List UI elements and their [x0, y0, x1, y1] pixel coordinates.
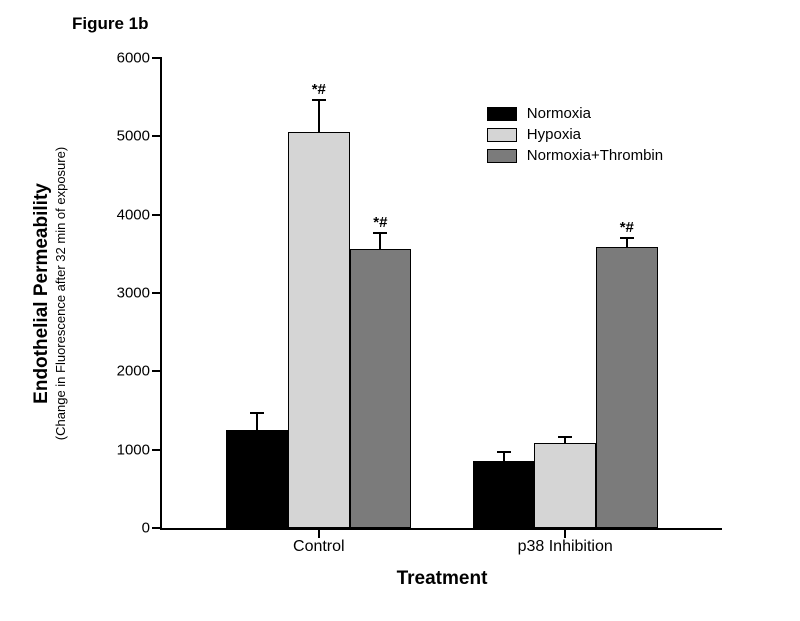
y-axis-title-block: Endothelial Permeability (Change in Fluo…	[20, 58, 80, 528]
legend-item: Hypoxia	[487, 126, 663, 143]
y-axis-title-inner: Endothelial Permeability (Change in Fluo…	[32, 146, 69, 439]
error-bar-cap	[250, 412, 264, 414]
y-tick	[152, 214, 162, 216]
legend-item: Normoxia+Thrombin	[487, 147, 663, 164]
legend-swatch	[487, 107, 517, 121]
significance-marker: *#	[312, 81, 326, 98]
error-bar-line	[503, 452, 505, 461]
y-tick	[152, 527, 162, 529]
error-bar-line	[318, 100, 320, 131]
legend-swatch	[487, 128, 517, 142]
bar-hypoxia	[288, 132, 350, 528]
error-bar-cap	[558, 436, 572, 438]
x-axis-label: Treatment	[397, 568, 488, 590]
error-bar-cap	[373, 232, 387, 234]
y-tick-label: 6000	[90, 50, 150, 67]
y-tick	[152, 57, 162, 59]
error-bar-cap	[497, 451, 511, 453]
legend-item: Normoxia	[487, 105, 663, 122]
y-tick	[152, 370, 162, 372]
significance-marker: *#	[620, 219, 634, 236]
bar-normoxia	[226, 430, 288, 528]
plot-area: Treatment 0100020003000400050006000Contr…	[160, 58, 722, 530]
y-tick	[152, 135, 162, 137]
bar-normoxia_thrombin	[350, 249, 412, 528]
bar-hypoxia	[534, 443, 596, 528]
significance-marker: *#	[373, 214, 387, 231]
y-tick	[152, 292, 162, 294]
error-bar-line	[626, 238, 628, 247]
figure-container: Figure 1b Endothelial Permeability (Chan…	[0, 0, 800, 621]
legend-label: Normoxia+Thrombin	[527, 147, 663, 164]
y-axis-label-sub: (Change in Fluorescence after 32 min of …	[54, 146, 69, 439]
y-tick-label: 5000	[90, 128, 150, 145]
y-tick-label: 1000	[90, 441, 150, 458]
error-bar-line	[256, 413, 258, 430]
legend: Normoxia Hypoxia Normoxia+Thrombin	[487, 105, 663, 168]
error-bar-cap	[620, 237, 634, 239]
y-tick-label: 4000	[90, 206, 150, 223]
error-bar-line	[379, 233, 381, 249]
y-tick	[152, 449, 162, 451]
x-tick	[564, 528, 566, 538]
x-tick-label: Control	[293, 538, 345, 556]
x-tick-label: p38 Inhibition	[518, 538, 613, 556]
legend-swatch	[487, 149, 517, 163]
bar-normoxia_thrombin	[596, 247, 658, 528]
y-tick-label: 0	[90, 520, 150, 537]
error-bar-cap	[312, 99, 326, 101]
y-tick-label: 3000	[90, 285, 150, 302]
legend-label: Hypoxia	[527, 126, 581, 143]
x-tick	[318, 528, 320, 538]
y-tick-label: 2000	[90, 363, 150, 380]
figure-title: Figure 1b	[72, 14, 149, 34]
bar-normoxia	[473, 461, 535, 528]
legend-label: Normoxia	[527, 105, 591, 122]
y-axis-label-main: Endothelial Permeability	[32, 146, 54, 439]
